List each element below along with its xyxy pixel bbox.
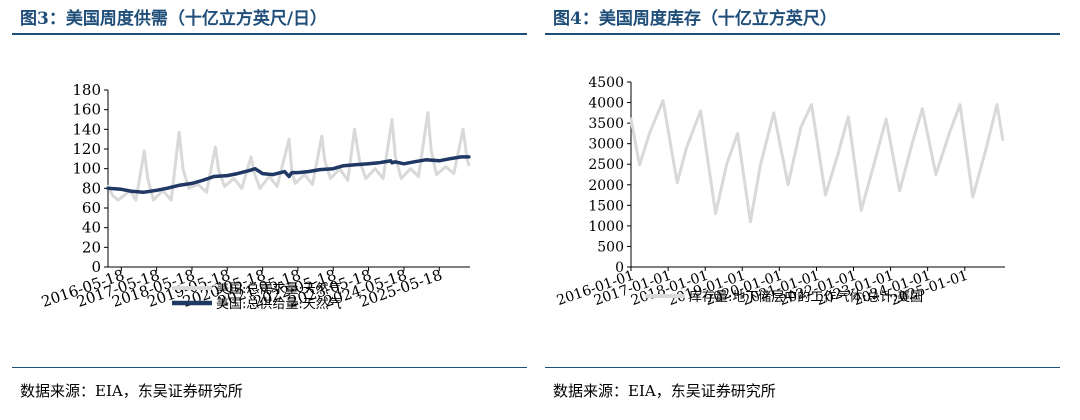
- y-tick-label: 2000: [588, 178, 624, 194]
- figure-4-title: 图4：美国周度库存（十亿立方英尺）: [553, 9, 837, 29]
- y-tick-label: 3500: [588, 116, 624, 132]
- figure-3-panel: 图3：美国周度供需（十亿立方英尺/日） 0 20 40 60 80 100 120 140 16…: [12, 0, 532, 420]
- y-tick-label: 3000: [588, 137, 624, 153]
- series-line-0: [106, 111, 471, 202]
- y-tick-label: 180: [72, 81, 101, 99]
- y-tick-label: 140: [72, 120, 101, 138]
- y-tick-label: 1500: [588, 198, 624, 214]
- y-tick-label: 60: [82, 199, 101, 217]
- figure-4-source: 数据来源：EIA，东吴证券研究所: [553, 382, 776, 400]
- y-tick-label: 40: [82, 219, 101, 237]
- figure-3-title: 图3：美国周度供需（十亿立方英尺/日）: [20, 9, 328, 29]
- figure-4-chart: 0500100015002000250030003500400045002016…: [555, 75, 1005, 309]
- y-tick-label: 0: [91, 258, 101, 276]
- figure-3-source: 数据来源：EIA，东吴证券研究所: [20, 382, 243, 400]
- y-tick-label: 4500: [588, 75, 624, 91]
- series-line-0: [629, 99, 1005, 224]
- figure-4-panel: 图4：美国周度库存（十亿立方英尺） 0 500 1000 1500 2000 2500 30…: [545, 0, 1065, 420]
- y-tick-label: 160: [72, 101, 101, 119]
- figure-4-top-rule: [545, 33, 1060, 35]
- y-tick-label: 1000: [588, 219, 624, 235]
- y-tick-label: 500: [597, 239, 624, 255]
- legend-label-0: 库存量:地下储层中的工作气体:总计:美国: [689, 289, 923, 305]
- figure-3-chart: 0204060801001201401601802016-05-182017-0…: [39, 81, 471, 312]
- legend-label-1: 美国:总供给量:天然气: [216, 296, 342, 312]
- y-tick-label: 0: [615, 260, 624, 276]
- legend-label-0: 美国:总需求量:天然气: [216, 281, 342, 297]
- figure-3-bottom-rule: [12, 367, 527, 368]
- y-tick-label: 20: [82, 238, 101, 256]
- y-tick-label: 100: [72, 160, 101, 178]
- y-tick-label: 120: [72, 140, 101, 158]
- figure-3-top-rule: [12, 33, 527, 35]
- figure-4-bottom-rule: [545, 367, 1060, 368]
- series-line-1: [106, 155, 471, 195]
- y-tick-label: 80: [82, 179, 101, 197]
- y-tick-label: 4000: [588, 96, 624, 112]
- y-tick-label: 2500: [588, 157, 624, 173]
